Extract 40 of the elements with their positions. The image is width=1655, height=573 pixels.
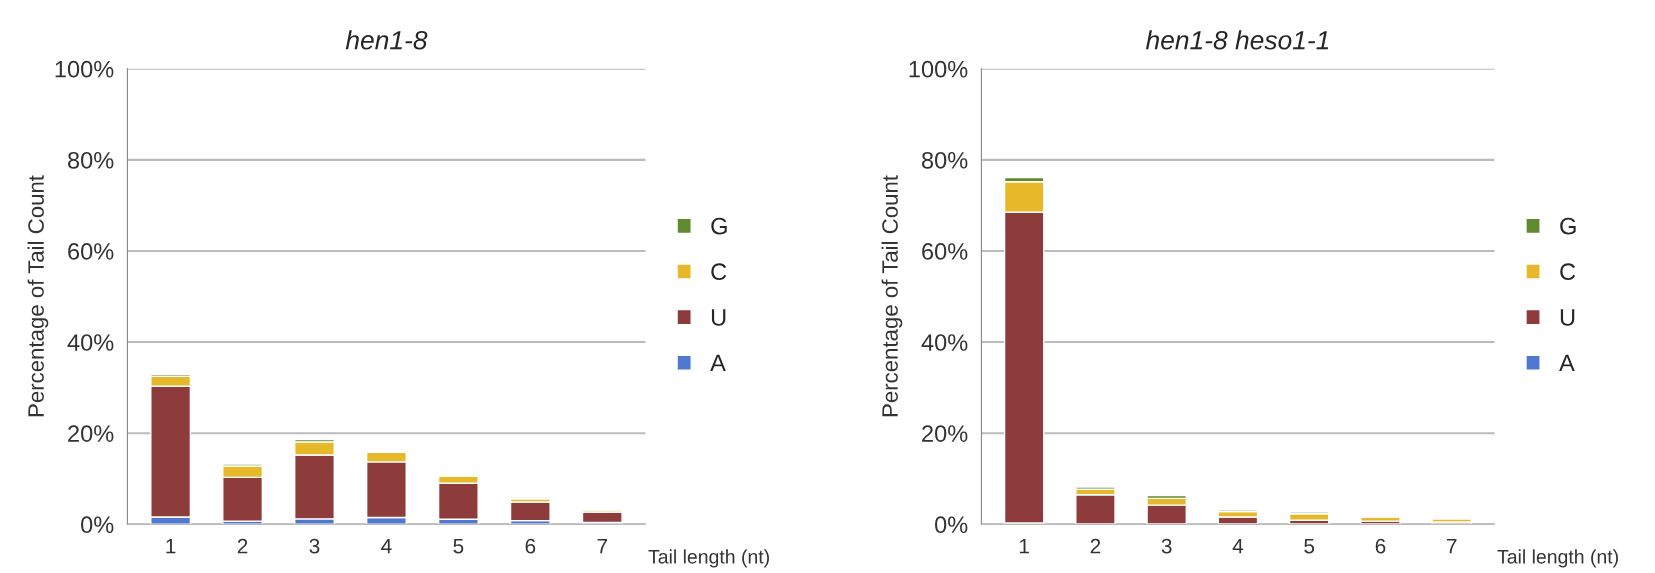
x-tick-label: 2 [237,538,248,554]
y-tick-label: 40% [67,334,114,351]
y-axis-title: Percentage of Tail Count [881,175,903,417]
x-tick-label: 1 [1019,538,1029,554]
x-tick-label: 7 [597,538,608,554]
legend-label: C [1560,263,1576,281]
x-tick-label: 6 [1375,538,1386,554]
legend-label: G [1560,217,1576,235]
x-tick-label: 2 [1090,538,1101,554]
x-tick-label: 3 [1161,538,1172,554]
y-tick-label: 80% [68,151,114,169]
y-tick-label: 60% [922,243,968,260]
legend-label: A [710,354,726,372]
chart-title: hen1-8 heso1-1 [1145,30,1329,50]
y-tick-label: 0% [81,516,114,534]
legend-label: U [711,309,726,326]
x-tick-label: 3 [309,538,320,554]
x-tick-label: 7 [1446,538,1457,554]
y-tick-label: 20% [68,425,114,442]
x-axis-title: Tail length (nt) [648,549,769,568]
y-tick-label: 60% [68,243,114,260]
y-tick-label: 100% [909,60,968,78]
chart-title: hen1-8 [345,30,428,50]
legend-label: C [711,263,727,281]
y-tick-label: 0% [935,516,968,534]
y-tick-label: 20% [922,425,968,442]
x-tick-label: 6 [525,538,536,554]
legend-label: A [1559,354,1575,372]
y-axis-title: Percentage of Tail Count [27,175,49,417]
x-tick-label: 5 [453,538,464,554]
x-axis-title: Tail length (nt) [1497,549,1618,568]
x-tick-label: 1 [166,538,176,554]
x-tick-label: 4 [1232,538,1244,554]
y-tick-label: 40% [921,334,968,351]
y-tick-label: 80% [921,151,968,169]
y-tick-label: 100% [55,60,114,78]
x-tick-label: 4 [381,538,392,554]
legend-label: G [711,217,727,235]
x-tick-label: 5 [1304,538,1315,554]
legend-label: U [1560,309,1575,326]
